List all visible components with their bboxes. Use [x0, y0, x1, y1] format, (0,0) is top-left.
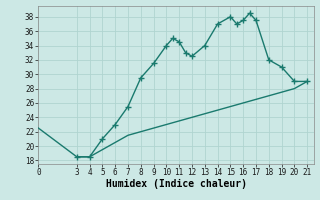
X-axis label: Humidex (Indice chaleur): Humidex (Indice chaleur)	[106, 179, 246, 189]
